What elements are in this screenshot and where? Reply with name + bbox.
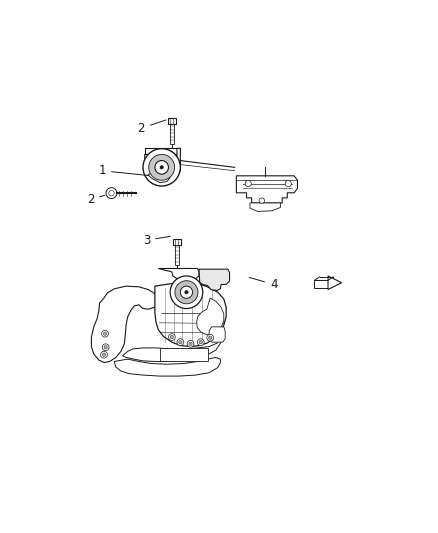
Text: 3: 3 bbox=[143, 234, 170, 247]
Polygon shape bbox=[145, 155, 152, 175]
Bar bbox=[170, 124, 173, 144]
Bar bbox=[145, 148, 180, 155]
Polygon shape bbox=[92, 286, 159, 362]
Polygon shape bbox=[148, 172, 170, 183]
Circle shape bbox=[208, 336, 212, 340]
Text: 2: 2 bbox=[138, 120, 166, 135]
Circle shape bbox=[285, 181, 291, 187]
Polygon shape bbox=[173, 148, 180, 174]
Circle shape bbox=[102, 344, 109, 351]
Bar bbox=[173, 239, 181, 245]
Polygon shape bbox=[250, 203, 280, 212]
Circle shape bbox=[160, 166, 163, 169]
Circle shape bbox=[109, 190, 114, 196]
Circle shape bbox=[155, 160, 169, 174]
Circle shape bbox=[179, 341, 182, 344]
Polygon shape bbox=[209, 327, 225, 342]
Polygon shape bbox=[237, 176, 297, 203]
Polygon shape bbox=[158, 269, 199, 285]
Circle shape bbox=[104, 345, 107, 349]
Circle shape bbox=[103, 332, 107, 335]
Circle shape bbox=[180, 286, 193, 298]
Circle shape bbox=[102, 330, 108, 337]
Circle shape bbox=[199, 341, 202, 344]
Circle shape bbox=[259, 198, 265, 203]
Polygon shape bbox=[123, 338, 221, 361]
Circle shape bbox=[169, 334, 175, 341]
Bar bbox=[175, 245, 179, 265]
Polygon shape bbox=[155, 282, 226, 346]
Polygon shape bbox=[328, 276, 342, 289]
Circle shape bbox=[149, 155, 175, 180]
Circle shape bbox=[106, 188, 117, 199]
Text: 4: 4 bbox=[249, 277, 277, 291]
Circle shape bbox=[143, 149, 180, 186]
Circle shape bbox=[101, 351, 107, 358]
Circle shape bbox=[170, 276, 203, 309]
Circle shape bbox=[187, 341, 194, 347]
Circle shape bbox=[185, 290, 188, 294]
Circle shape bbox=[207, 334, 214, 341]
Circle shape bbox=[177, 339, 184, 345]
Bar bbox=[168, 118, 176, 124]
Circle shape bbox=[170, 335, 173, 339]
Polygon shape bbox=[114, 358, 220, 376]
Text: 2: 2 bbox=[87, 193, 105, 206]
Circle shape bbox=[197, 339, 204, 345]
Text: 1: 1 bbox=[99, 164, 149, 177]
Polygon shape bbox=[197, 298, 224, 334]
Circle shape bbox=[189, 342, 192, 345]
Circle shape bbox=[102, 353, 106, 357]
Circle shape bbox=[245, 181, 251, 187]
Bar bbox=[160, 348, 208, 361]
Polygon shape bbox=[199, 269, 230, 290]
Bar bbox=[314, 280, 328, 288]
Circle shape bbox=[175, 281, 198, 304]
